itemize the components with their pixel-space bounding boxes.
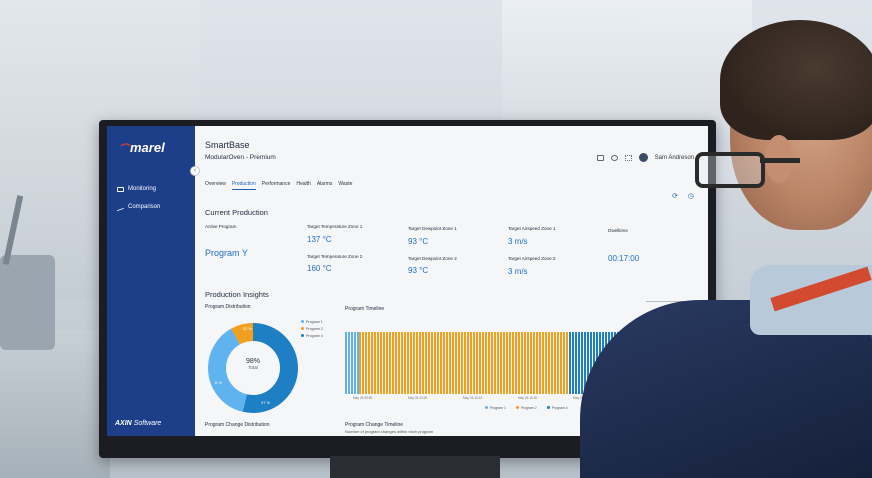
timeline-tick-label: May 26 09:50 xyxy=(353,396,373,400)
sidebar-item-monitoring[interactable]: Monitoring xyxy=(117,186,156,192)
legend-item: Program 1 xyxy=(485,406,506,410)
screen: ⌒marel Monitoring Comparison AXIN Softwa… xyxy=(107,126,708,436)
tab-overview[interactable]: Overview xyxy=(205,181,226,187)
sidebar: ⌒marel Monitoring Comparison AXIN Softwa… xyxy=(107,126,195,436)
donut-total-label: Total xyxy=(248,365,258,370)
glasses-arm xyxy=(760,158,800,163)
chart-line-icon xyxy=(117,203,124,211)
history-icon[interactable]: ◷ xyxy=(687,193,694,200)
donut-slice-2 xyxy=(208,323,298,413)
field-value: 93 °C xyxy=(408,237,429,246)
marel-logo: ⌒marel xyxy=(119,140,165,155)
time-range-select[interactable] xyxy=(646,294,700,302)
slice-label: 8 % xyxy=(215,380,222,385)
tab-waste[interactable]: Waste xyxy=(338,181,353,187)
avatar[interactable] xyxy=(638,153,648,162)
sidebar-item-label: Monitoring xyxy=(128,186,157,192)
timeline-segment-1 xyxy=(359,332,570,394)
distribution-legend: Program 1 Program 2 Program 4 xyxy=(301,319,323,340)
field-label: Target Temperature Zone 1 xyxy=(307,224,363,229)
active-program-value: Program Y xyxy=(205,248,248,258)
production-insights-title: Production Insights xyxy=(205,290,269,299)
glasses xyxy=(695,152,765,188)
active-program-label: Active Program xyxy=(205,224,237,229)
field-label: Target Dewpoint Zone 2 xyxy=(408,256,457,261)
program-distribution-donut: 98% Total 52 % 37 % 8 % xyxy=(207,322,299,414)
donut-slice-1 xyxy=(208,323,298,413)
donut-chart xyxy=(208,323,298,413)
timeline-segment-0 xyxy=(345,332,360,394)
app-title: SmartBase xyxy=(205,140,250,150)
tab-bar: Overview Production Performance Health A… xyxy=(205,181,352,190)
collapse-sidebar-button[interactable]: ‹ xyxy=(190,166,200,176)
apps-grid-icon[interactable] xyxy=(624,154,632,161)
message-icon[interactable] xyxy=(596,154,604,161)
legend-item: Program 2 xyxy=(301,326,323,333)
monitor-icon xyxy=(117,186,124,192)
legend-item: Program 1 xyxy=(301,319,323,326)
field-value: 3 m/s xyxy=(508,267,528,276)
slice-label: 52 % xyxy=(243,326,253,331)
timeline-tick-label: May 26 10:20 xyxy=(518,396,538,400)
sidebar-item-comparison[interactable]: Comparison xyxy=(117,203,161,211)
legend-item: Program 4 xyxy=(301,333,323,340)
timeline-legend: Program 1 Program 2 Program 4 xyxy=(485,406,568,410)
program-timeline-title: Program Timeline xyxy=(345,306,385,312)
monitor: ⌒marel Monitoring Comparison AXIN Softwa… xyxy=(99,120,716,458)
tab-production[interactable]: Production xyxy=(231,181,256,190)
program-change-timeline-subtitle: Number of program changes within each pr… xyxy=(345,429,434,434)
person-hair xyxy=(720,20,872,140)
tab-health[interactable]: Health xyxy=(296,181,311,187)
tab-performance[interactable]: Performance xyxy=(261,181,291,187)
field-label: Target Temperature Zone 2 xyxy=(307,254,363,259)
header-actions: Sam Andreson xyxy=(596,153,694,162)
timeline-tick-label: May 26 10:10 xyxy=(463,396,483,400)
field-label: Target Airspeed Zone 2 xyxy=(508,256,556,261)
background-device xyxy=(0,255,55,350)
field-value: 93 °C xyxy=(408,266,429,275)
donut-hole xyxy=(227,342,279,394)
timeline-tick-label: May 26 10:00 xyxy=(408,396,428,400)
monitor-stand xyxy=(330,456,500,478)
background-desk xyxy=(0,330,110,478)
person xyxy=(560,20,872,478)
user-name[interactable]: Sam Andreson xyxy=(654,154,694,161)
program-distribution-title: Program Distribution xyxy=(205,304,251,310)
field-label: Target Airspeed Zone 1 xyxy=(508,226,556,231)
program-change-timeline-title: Program Change Timeline xyxy=(345,422,404,428)
legend-item: Program 2 xyxy=(515,406,537,410)
refresh-icon[interactable]: ⟳ xyxy=(672,193,678,200)
legend-item: Program 4 xyxy=(546,406,568,410)
machine-name: ModularOven - Premium xyxy=(205,154,276,161)
axin-software-logo: AXIN Software xyxy=(115,420,162,427)
slice-label: 37 % xyxy=(261,400,271,405)
current-production-title: Current Production xyxy=(205,208,268,217)
field-label: Target Dewpoint Zone 1 xyxy=(408,226,457,231)
globe-icon[interactable] xyxy=(610,154,618,161)
background-window-right xyxy=(502,0,752,140)
field-value: 00:17:00 xyxy=(608,254,640,263)
field-value: 160 °C xyxy=(307,264,332,273)
tab-alarms[interactable]: Alarms xyxy=(316,181,333,187)
field-value: 137 °C xyxy=(307,235,332,244)
donut-total: 98% xyxy=(245,358,260,365)
field-label: Dwelltime xyxy=(608,228,628,233)
field-value: 3 m/s xyxy=(508,237,528,246)
sidebar-item-label: Comparison xyxy=(128,204,161,210)
program-change-distribution-title: Program Change Distribution xyxy=(205,422,270,428)
